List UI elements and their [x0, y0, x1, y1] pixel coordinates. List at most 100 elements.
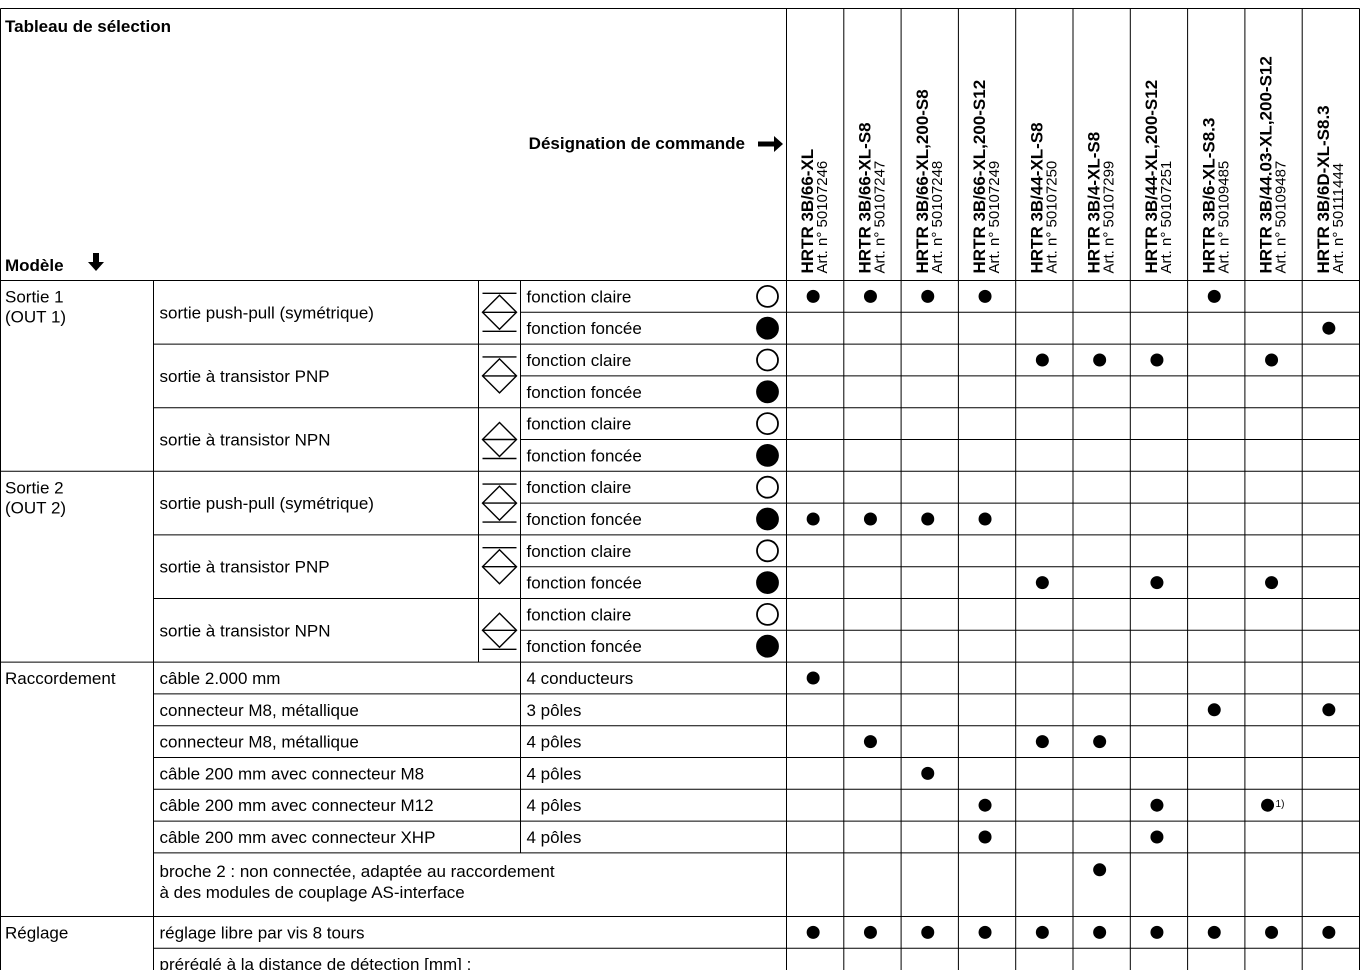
column-model: HRTR 3B/66-XL: [798, 149, 817, 274]
open-circle-icon: [756, 539, 779, 563]
push-pull-output-icon: [481, 292, 518, 332]
footnote-mark: 1): [1276, 799, 1285, 810]
open-circle-icon: [756, 475, 779, 499]
dot-icon: [1265, 576, 1279, 590]
connection-label: câble 2.000 mm: [160, 669, 281, 688]
dot-icon: [978, 798, 992, 812]
column-art-number: Art. n° 50107299: [1101, 161, 1118, 274]
dot-icon: [1093, 863, 1107, 877]
open-circle-icon: [756, 284, 779, 308]
open-circle-icon: [756, 348, 779, 372]
dot-icon: [1035, 576, 1049, 590]
dot-icon: [863, 512, 877, 526]
function-light-label: fonction claire: [527, 478, 632, 497]
connection-label: connecteur M8, métallique: [160, 733, 359, 752]
function-dark-label: fonction foncée: [527, 319, 642, 338]
dot-icon: [978, 830, 992, 844]
push-pull-output-icon: [481, 483, 518, 523]
dot-icon: [978, 512, 992, 526]
column-model: HRTR 3B/44-XL,200-S12: [1142, 80, 1161, 274]
dot-icon: [1150, 798, 1164, 812]
dot-icon: [863, 925, 877, 939]
function-light-label: fonction claire: [527, 542, 632, 561]
table-text: Tableau de sélection Désignation de comma…: [5, 17, 1347, 974]
table-marks: [481, 284, 1336, 939]
icon-stroke: [481, 612, 518, 649]
group-label-raccordement: Raccordement: [5, 669, 116, 688]
output-type-label: sortie à transistor NPN: [160, 621, 331, 640]
dot-icon: [1093, 735, 1107, 749]
connection-label: câble 200 mm avec connecteur XHP: [160, 828, 436, 847]
dot-icon: [1035, 353, 1049, 367]
filled-circle-icon: [756, 571, 779, 594]
filled-circle-icon: [756, 316, 779, 340]
npn-output-icon: [481, 421, 518, 460]
dot-icon: [921, 925, 935, 939]
dot-icon: [1150, 576, 1164, 590]
column-art-number: Art. n° 50107251: [1158, 161, 1175, 274]
arrow-down-icon: [88, 253, 104, 271]
dot-icon: [806, 671, 820, 685]
column-model: HRTR 3B/66-XL,200-S12: [970, 80, 989, 274]
icon-stroke: [758, 136, 783, 152]
pin-row-line2: à des modules de couplage AS-interface: [160, 883, 465, 902]
dot-icon: [921, 289, 935, 303]
output-type-label: sortie à transistor NPN: [160, 431, 331, 450]
adjust-label: préréglé à la distance de détection [mm]…: [160, 955, 472, 970]
output-type-label: sortie push-pull (symétrique): [160, 303, 374, 322]
dot-icon: [1207, 925, 1221, 939]
designation-label: Désignation de commande: [529, 134, 745, 153]
function-dark-label: fonction foncée: [527, 574, 642, 593]
function-light-label: fonction claire: [527, 415, 632, 434]
column-model: HRTR 3B/66-XL,200-S8: [913, 89, 932, 273]
pin-row-line1: broche 2 : non connectée, adaptée au rac…: [160, 862, 555, 881]
column-model: HRTR 3B/6D-XL-S8.3: [1314, 105, 1333, 273]
pnp-output-icon: [481, 356, 518, 394]
model-label: Modèle: [5, 256, 64, 275]
function-light-label: fonction claire: [527, 605, 632, 624]
column-model: HRTR 3B/4-XL-S8: [1085, 132, 1104, 274]
dot-icon: [978, 925, 992, 939]
dot-icon: [806, 289, 820, 303]
icon-stroke: [481, 357, 518, 394]
dot-icon: [863, 735, 877, 749]
column-model: HRTR 3B/44.03-XL,200-S12: [1257, 56, 1276, 273]
group-label-out1: Sortie 1: [5, 288, 64, 307]
dot-icon: [921, 766, 935, 780]
dot-icon: [1035, 925, 1049, 939]
connection-spec: 4 pôles: [527, 764, 582, 783]
table-grid: [0, 8, 1360, 970]
column-art-number: Art. n° 50107249: [986, 161, 1003, 274]
group-label-out2: Sortie 2: [5, 478, 64, 497]
filled-circle-icon: [756, 507, 779, 531]
output-type-label: sortie push-pull (symétrique): [160, 494, 374, 513]
dot-icon: [1150, 353, 1164, 367]
dot-icon: [1093, 925, 1107, 939]
icon-stroke: [481, 294, 518, 331]
page-title: Tableau de sélection: [5, 17, 171, 36]
dot-icon: [1265, 925, 1279, 939]
dot-icon: [978, 289, 992, 303]
filled-circle-icon: [756, 634, 779, 658]
pnp-output-icon: [481, 547, 518, 585]
dot-icon: [1261, 798, 1275, 812]
open-circle-icon: [756, 603, 779, 626]
dot-icon: [1322, 925, 1336, 939]
dot-icon: [921, 512, 935, 526]
connection-spec: 4 pôles: [527, 733, 582, 752]
function-dark-label: fonction foncée: [527, 446, 642, 465]
dot-icon: [806, 512, 820, 526]
function-dark-label: fonction foncée: [527, 383, 642, 402]
column-model: HRTR 3B/6-XL-S8.3: [1199, 118, 1218, 274]
icon-stroke: [481, 548, 518, 585]
